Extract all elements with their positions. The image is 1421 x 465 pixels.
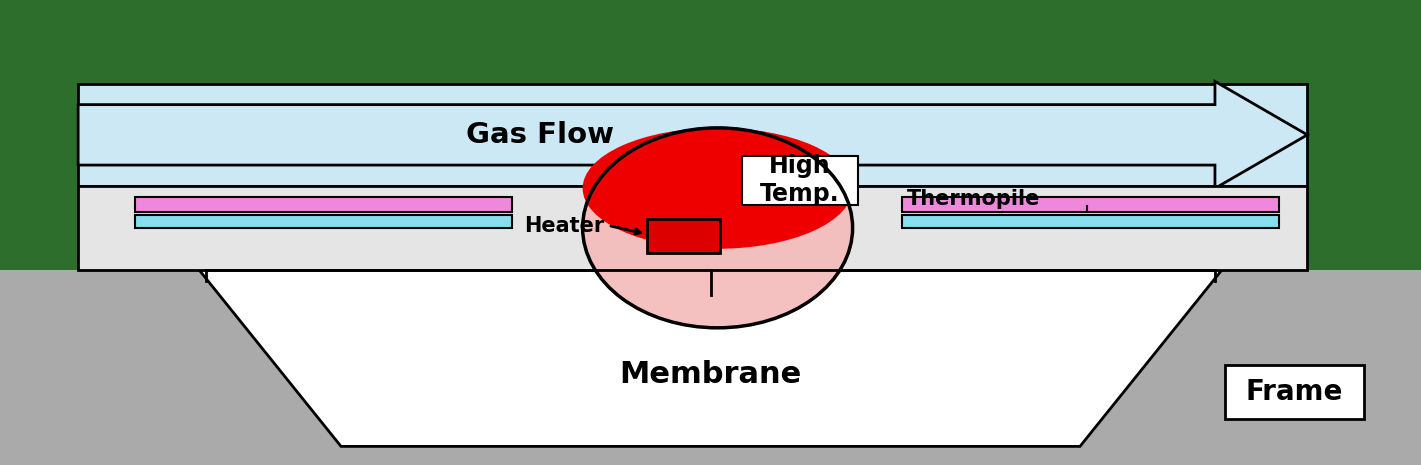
Bar bbox=[78, 84, 1307, 186]
Text: Frame: Frame bbox=[1246, 378, 1343, 406]
Bar bbox=[1225, 365, 1364, 418]
Ellipse shape bbox=[583, 128, 853, 249]
Bar bbox=[0, 270, 1421, 465]
Text: Thermopile: Thermopile bbox=[907, 189, 1040, 209]
Bar bbox=[902, 215, 1279, 228]
Polygon shape bbox=[199, 270, 1222, 446]
Bar bbox=[135, 215, 512, 228]
Text: Membrane: Membrane bbox=[620, 360, 801, 389]
Bar bbox=[647, 219, 720, 253]
Bar bbox=[742, 156, 858, 205]
Bar bbox=[78, 186, 1307, 270]
Text: High
Temp.: High Temp. bbox=[760, 154, 840, 206]
Text: Heater: Heater bbox=[524, 215, 604, 236]
Bar bbox=[902, 197, 1279, 212]
Text: Gas Flow: Gas Flow bbox=[466, 121, 614, 149]
Polygon shape bbox=[78, 81, 1307, 188]
Ellipse shape bbox=[583, 128, 853, 328]
Bar bbox=[135, 197, 512, 212]
